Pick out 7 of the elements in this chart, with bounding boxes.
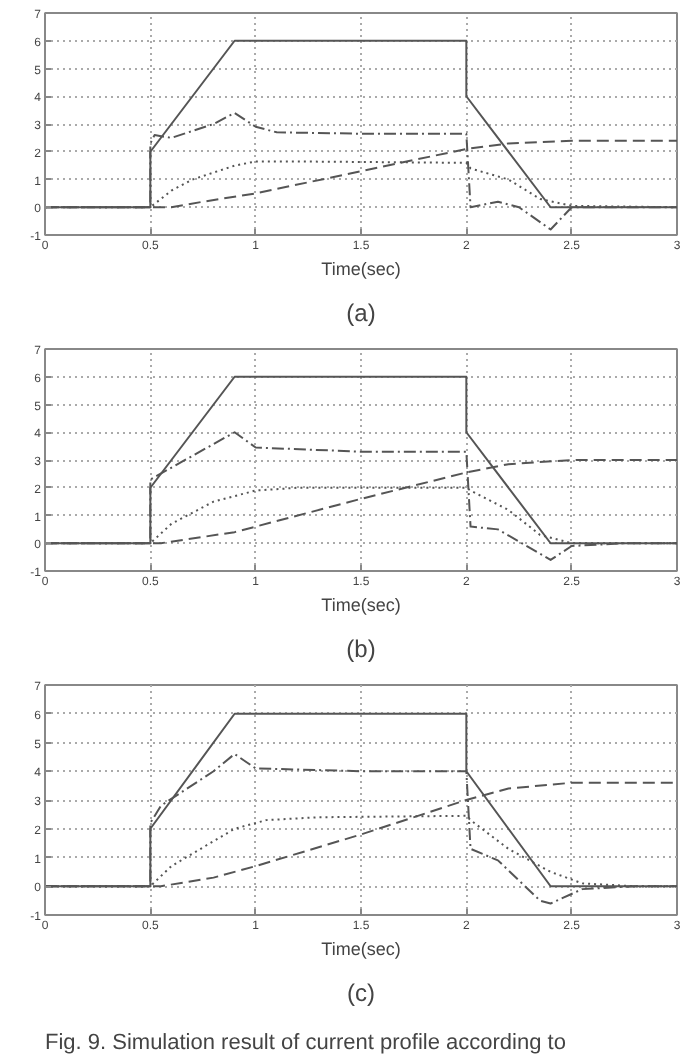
text: (a) <box>346 299 376 327</box>
x-axis-title: Time(sec) <box>321 939 401 959</box>
caption: Fig. 9. Simulation result of current profile according to <box>45 1031 566 1055</box>
text: (b) <box>346 635 376 663</box>
x-axis-title: Time(sec) <box>321 259 401 279</box>
text: (c) <box>347 979 376 1007</box>
x-axis-title: Time(sec) <box>321 595 401 615</box>
